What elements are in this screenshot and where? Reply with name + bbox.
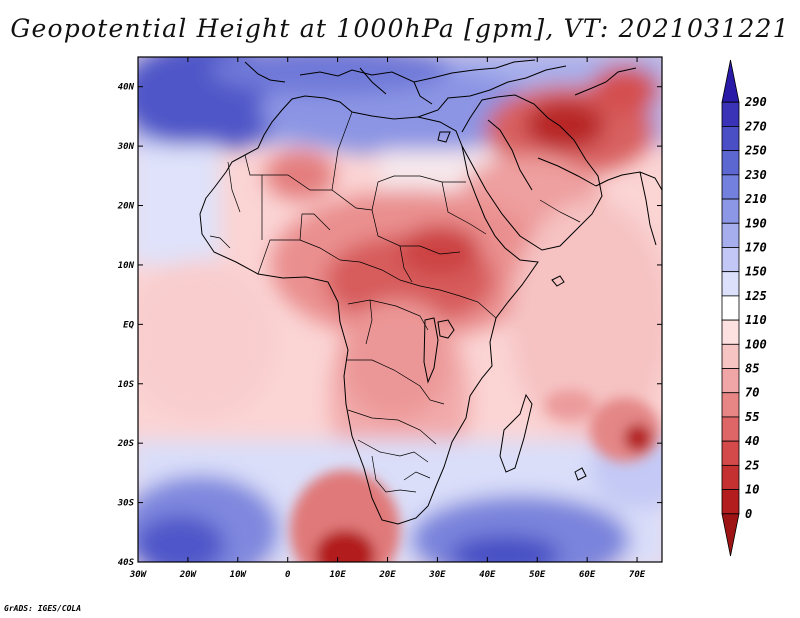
- colorbar-segment: [721, 464, 740, 490]
- colorbar-segment: [721, 368, 740, 394]
- lon-tick-label: 10E: [329, 570, 346, 580]
- colorbar-level-label: 190: [745, 216, 767, 230]
- plot-frame: [137, 56, 663, 563]
- colorbar-level-label: 55: [745, 410, 759, 424]
- lon-tick-label: 60E: [579, 570, 596, 580]
- credit-label: GrADS: IGES/COLA: [4, 604, 82, 613]
- lon-tick-labels: 30W 20W 10W 0 10E 20E 30E 40E 50E 60E 70E: [129, 570, 646, 580]
- colorbar-level-label: 125: [745, 289, 767, 303]
- colorbar-level-label: 290: [744, 95, 767, 109]
- lat-tick-label: 40S: [118, 558, 135, 568]
- colorbar-segment: [721, 126, 740, 152]
- colorbar-segment: [721, 416, 740, 442]
- lat-tick-label: EQ: [123, 320, 134, 330]
- colorbar-segment: [721, 392, 740, 418]
- colorbar-segment: [721, 247, 740, 273]
- colorbar-level-label: 100: [745, 337, 767, 351]
- colorbar-level-label: 270: [744, 119, 767, 133]
- colorbar-level-label: 70: [745, 386, 759, 400]
- country-borders: [209, 111, 581, 493]
- colorbar-segment: [721, 319, 740, 345]
- colorbar-level-label: 170: [745, 240, 767, 254]
- lat-tick-label: 20S: [117, 439, 135, 449]
- colorbar-arrow-top: [721, 59, 740, 103]
- colorbar-segment: [721, 440, 740, 466]
- field-features: [290, 390, 660, 562]
- colorbar-arrow-bottom: [721, 513, 740, 557]
- lat-tick-label: 40N: [118, 83, 135, 93]
- colorbar-level-label: 250: [744, 144, 767, 158]
- lat-tick-label: 30N: [117, 142, 135, 152]
- lon-tick-label: 50E: [529, 570, 546, 580]
- lat-tick-label: 10N: [118, 261, 135, 271]
- colorbar-level-label: 85: [745, 362, 759, 376]
- lon-tick-label: 30W: [129, 570, 148, 580]
- colorbar-level-label: 110: [745, 313, 767, 327]
- lon-tick-label: 20W: [179, 570, 198, 580]
- lon-tick-label: 70E: [629, 570, 646, 580]
- colorbar-level-label: 0: [745, 507, 752, 521]
- colorbar-level-label: 230: [744, 168, 767, 182]
- lat-tick-label: 20N: [117, 202, 135, 212]
- colorbar-level-label: 25: [744, 458, 759, 472]
- colorbar-segment: [721, 101, 740, 127]
- lon-tick-label: 20E: [378, 570, 396, 580]
- lat-tick-label: 30S: [117, 499, 135, 509]
- colorbar-segment: [721, 174, 740, 200]
- colorbar-level-label: 10: [745, 483, 759, 497]
- colorbar-level-label: 40: [745, 434, 759, 448]
- colorbar-segment: [721, 198, 740, 224]
- colorbar-segment: [721, 222, 740, 248]
- lat-tick-label: 10S: [118, 380, 135, 390]
- colorbar-segment: [721, 489, 740, 515]
- lat-tick-labels: 40N 30N 20N 10N EQ 10S 20S 30S 40S: [117, 83, 135, 568]
- colorbar-segment: [721, 343, 740, 369]
- colorbar-level-label: 210: [744, 192, 767, 206]
- lon-tick-label: 40E: [479, 570, 496, 580]
- lon-tick-label: 30E: [428, 570, 446, 580]
- height-field: [138, 57, 662, 562]
- lon-tick-label: 0: [285, 570, 291, 580]
- colorbar-level-label: 150: [745, 265, 767, 279]
- map-title: Geopotential Height at 1000hPa [gpm], VT…: [10, 14, 790, 43]
- colorbar-segment: [721, 271, 740, 297]
- colorbar-segment: [721, 150, 740, 176]
- colorbar: 2902702502302101901701501251101008570554…: [721, 59, 767, 557]
- field-shading: [138, 57, 662, 562]
- lon-tick-label: 10W: [230, 570, 248, 580]
- colorbar-segment: [721, 295, 740, 321]
